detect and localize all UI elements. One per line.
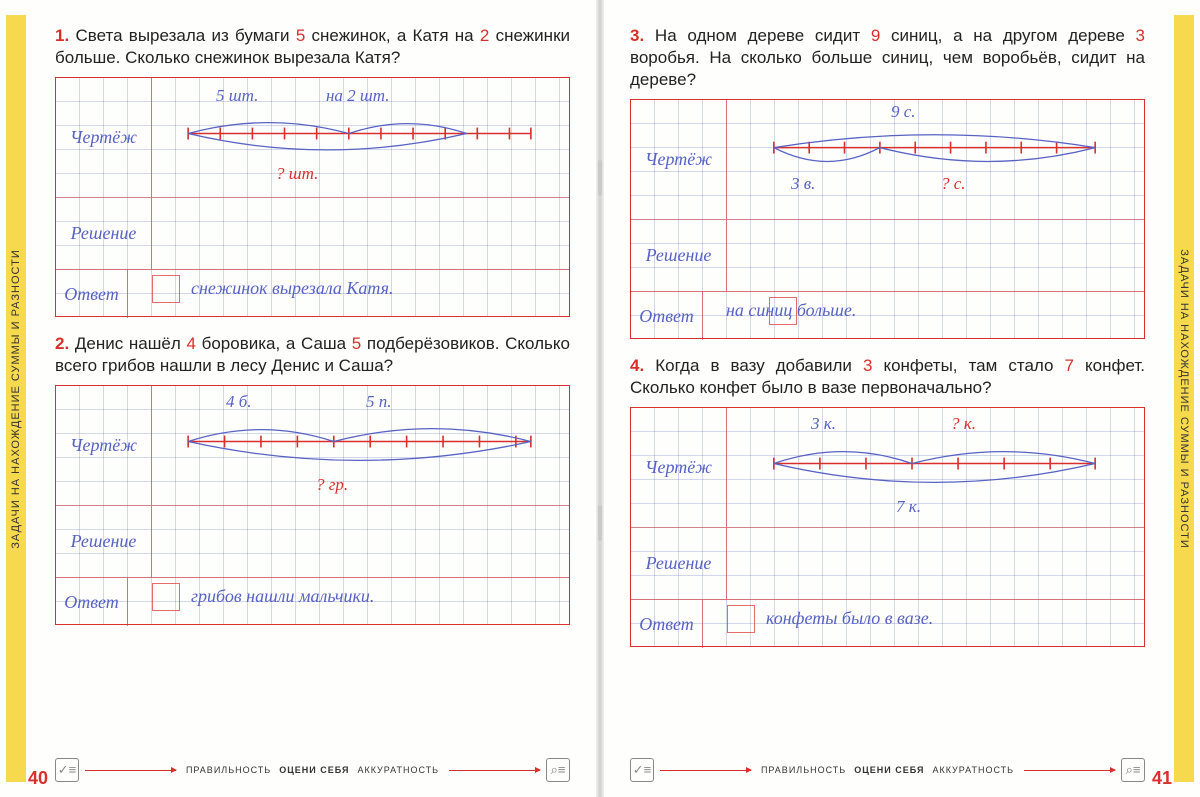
problem-1: 1. Света вырезала из бумаги 5 снежинок, … [55,25,570,317]
problem-text: 3. На одном дереве сидит 9 синиц, а на д… [630,25,1145,91]
magnify-icon: ⌕≡ [1121,758,1145,782]
page-number: 41 [1152,768,1172,789]
page-right: ЗАДАЧИ НА НАХОЖДЕНИЕ СУММЫ И РАЗНОСТИ 3.… [600,0,1200,797]
staple [598,160,602,196]
row-label: Решение [646,553,712,574]
footer-right: ✓≡ ПРАВИЛЬНОСТЬ ОЦЕНИ СЕБЯ АККУРАТНОСТЬ … [630,755,1145,785]
row-label: Решение [71,531,137,552]
row-label: Решение [71,223,137,244]
workbox-3: Чертёж 9 с. 3 в. ? с [630,99,1145,339]
row-label: Ответ [64,284,119,305]
answer-text: конфеты было в вазе. [766,608,1136,629]
workbox-4: Чертёж 3 к. ? к. 7 к [630,407,1145,647]
workbox-1: Чертёж 5 шт. на 2 шт. [55,77,570,317]
row-label: Ответ [639,614,694,635]
answer-box [727,605,755,633]
side-tab-left: ЗАДАЧИ НА НАХОЖДЕНИЕ СУММЫ И РАЗНОСТИ [6,15,26,782]
problem-text: 2. Денис нашёл 4 боровика, а Саша 5 подб… [55,333,570,377]
staple [598,505,602,541]
answer-box [769,297,797,325]
row-label: Ответ [64,592,119,613]
magnify-icon: ⌕≡ [546,758,570,782]
row-label: Решение [646,245,712,266]
workbook-spread: ЗАДАЧИ НА НАХОЖДЕНИЕ СУММЫ И РАЗНОСТИ 1.… [0,0,1200,797]
problem-text: 1. Света вырезала из бумаги 5 снежинок, … [55,25,570,69]
row-label: Чертёж [645,149,712,170]
book-spine [596,0,604,797]
page-number: 40 [28,768,48,789]
diagram-1: 5 шт. на 2 шт. ? шт. [156,82,563,193]
problem-text: 4. Когда в вазу добавили 3 конфеты, там … [630,355,1145,399]
answer-box [152,583,180,611]
diagram-4: 3 к. ? к. 7 к. [731,412,1138,523]
diagram-2: 4 б. 5 п. ? гр. [156,390,563,501]
problem-2: 2. Денис нашёл 4 боровика, а Саша 5 подб… [55,333,570,625]
side-tab-text: ЗАДАЧИ НА НАХОЖДЕНИЕ СУММЫ И РАЗНОСТИ [1178,249,1190,548]
checklist-icon: ✓≡ [630,758,654,782]
row-label: Чертёж [70,127,137,148]
problem-4: 4. Когда в вазу добавили 3 конфеты, там … [630,355,1145,647]
row-label: Чертёж [70,435,137,456]
problem-3: 3. На одном дереве сидит 9 синиц, а на д… [630,25,1145,339]
row-label: Ответ [639,306,694,327]
answer-text: грибов нашли мальчики. [191,586,561,607]
answer-box [152,275,180,303]
row-label: Чертёж [645,457,712,478]
footer-left: ✓≡ ПРАВИЛЬНОСТЬ ОЦЕНИ СЕБЯ АККУРАТНОСТЬ … [55,755,570,785]
workbox-2: Чертёж 4 б. 5 п. ? г [55,385,570,625]
page-left: ЗАДАЧИ НА НАХОЖДЕНИЕ СУММЫ И РАЗНОСТИ 1.… [0,0,600,797]
side-tab-text: ЗАДАЧИ НА НАХОЖДЕНИЕ СУММЫ И РАЗНОСТИ [10,249,22,548]
diagram-3: 9 с. 3 в. ? с. [731,104,1138,215]
side-tab-right: ЗАДАЧИ НА НАХОЖДЕНИЕ СУММЫ И РАЗНОСТИ [1174,15,1194,782]
answer-text: снежинок вырезала Катя. [191,278,561,299]
checklist-icon: ✓≡ [55,758,79,782]
